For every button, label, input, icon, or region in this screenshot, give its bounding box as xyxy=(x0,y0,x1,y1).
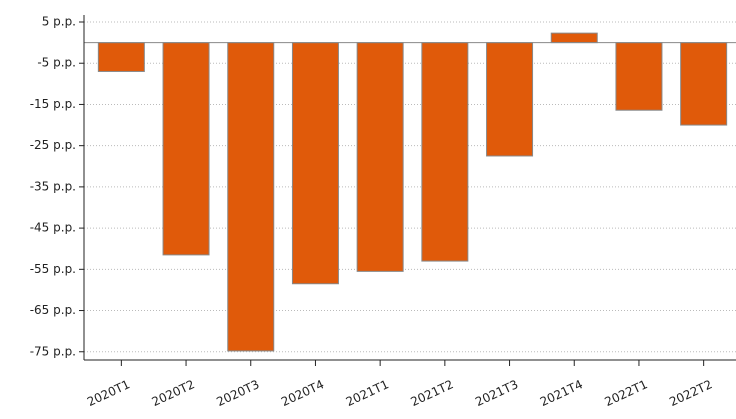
y-tick-label: 5 p.p. xyxy=(42,15,76,29)
y-tick-label: -5 p.p. xyxy=(37,56,76,70)
y-tick-label: -15 p.p. xyxy=(30,97,76,111)
y-tick-label: -65 p.p. xyxy=(30,303,76,317)
y-tick-label: -75 p.p. xyxy=(30,344,76,358)
bar xyxy=(97,42,145,72)
bar xyxy=(615,42,663,111)
bar xyxy=(486,42,534,157)
x-tick-label: 2021T4 xyxy=(538,377,585,409)
x-tick-label: 2022T2 xyxy=(667,377,714,409)
x-tick-label: 2020T3 xyxy=(214,377,261,409)
y-tick-label: -55 p.p. xyxy=(30,262,76,276)
x-tick-label: 2020T4 xyxy=(279,377,326,409)
bar xyxy=(291,42,339,285)
x-tick-label: 2021T1 xyxy=(344,377,391,409)
bar xyxy=(680,42,728,126)
x-tick-label: 2021T3 xyxy=(473,377,520,409)
bar xyxy=(356,42,404,272)
y-tick-label: -45 p.p. xyxy=(30,221,76,235)
x-tick-label: 2021T2 xyxy=(408,377,455,409)
bar xyxy=(162,42,210,256)
y-tick-label: -25 p.p. xyxy=(30,138,76,152)
x-tick-label: 2020T2 xyxy=(150,377,197,409)
bar xyxy=(227,42,275,352)
bar xyxy=(421,42,469,262)
x-tick-label: 2022T1 xyxy=(603,377,650,409)
x-tick-label: 2020T1 xyxy=(85,377,132,409)
bar xyxy=(550,32,598,44)
y-tick-label: -35 p.p. xyxy=(30,179,76,193)
